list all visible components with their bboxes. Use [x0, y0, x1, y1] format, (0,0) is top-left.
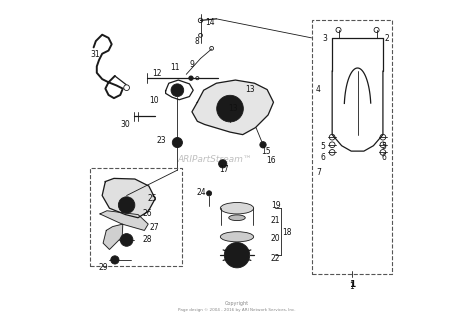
Text: 1: 1 [349, 280, 356, 289]
Text: 29: 29 [98, 263, 108, 272]
Polygon shape [103, 224, 123, 250]
Circle shape [260, 142, 266, 148]
Text: ARIPartStream™: ARIPartStream™ [177, 155, 252, 164]
Ellipse shape [220, 232, 254, 242]
Text: 4: 4 [315, 85, 320, 94]
Text: 5: 5 [381, 142, 386, 151]
Circle shape [189, 76, 193, 80]
Text: 27: 27 [149, 223, 159, 232]
Circle shape [217, 95, 243, 122]
Text: 16: 16 [266, 156, 275, 165]
Circle shape [120, 234, 133, 246]
Text: 26: 26 [143, 209, 152, 218]
Text: 6: 6 [381, 153, 386, 162]
Text: 14: 14 [205, 19, 215, 28]
Circle shape [111, 256, 119, 264]
Text: 12: 12 [152, 69, 162, 78]
Text: 25: 25 [147, 194, 157, 203]
Polygon shape [165, 80, 193, 100]
Ellipse shape [229, 215, 245, 220]
Ellipse shape [220, 203, 254, 214]
Text: 19: 19 [271, 201, 281, 210]
Text: 13: 13 [246, 85, 255, 94]
Text: Copyright: Copyright [225, 301, 249, 306]
Polygon shape [102, 178, 155, 218]
Text: 6: 6 [321, 153, 326, 162]
Text: 3: 3 [323, 34, 328, 43]
Text: 5: 5 [321, 142, 326, 151]
Text: 20: 20 [271, 234, 281, 243]
Circle shape [224, 243, 250, 268]
Text: 7: 7 [317, 168, 321, 177]
Text: 30: 30 [120, 120, 130, 129]
Text: 28: 28 [143, 236, 152, 244]
Text: 22: 22 [271, 254, 281, 263]
Polygon shape [192, 80, 273, 135]
Text: Page design © 2004 - 2016 by ARI Network Services, Inc.: Page design © 2004 - 2016 by ARI Network… [178, 308, 296, 312]
Text: 15: 15 [261, 147, 271, 156]
Text: 10: 10 [149, 96, 159, 105]
Circle shape [207, 191, 211, 196]
Circle shape [171, 84, 184, 97]
Text: 24: 24 [197, 188, 206, 197]
Text: 17: 17 [219, 165, 228, 174]
Text: 8: 8 [194, 37, 199, 46]
Circle shape [219, 160, 227, 168]
Circle shape [118, 197, 135, 213]
Text: 31: 31 [90, 50, 100, 59]
Text: 1: 1 [349, 282, 354, 291]
Text: 23: 23 [157, 136, 166, 145]
Text: 21: 21 [271, 216, 281, 225]
Text: 9: 9 [190, 60, 194, 69]
Text: 11: 11 [170, 63, 180, 72]
Circle shape [172, 138, 182, 148]
Text: 13: 13 [228, 104, 238, 113]
Text: 2: 2 [384, 34, 389, 43]
Text: 18: 18 [283, 228, 292, 237]
Polygon shape [100, 211, 148, 230]
